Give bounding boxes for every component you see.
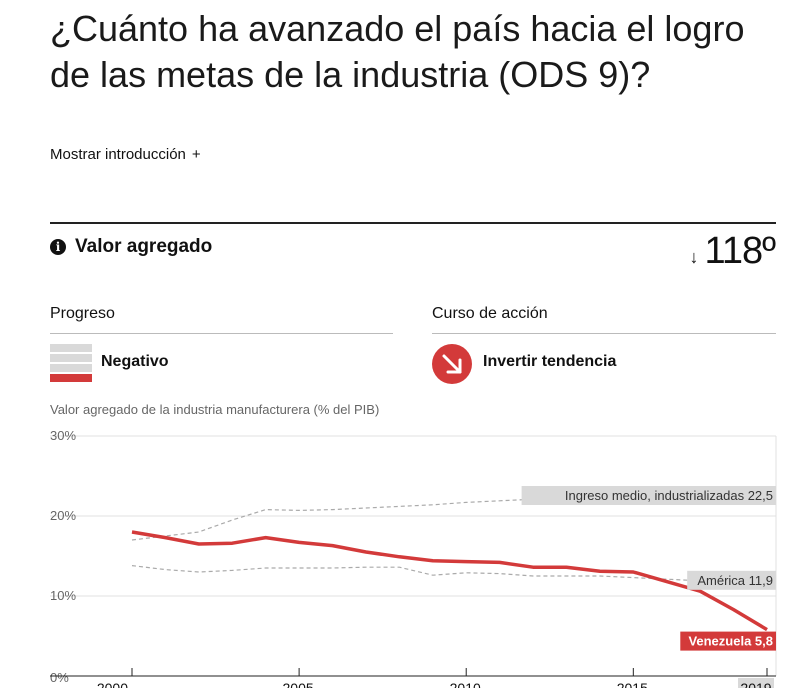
- rank-display: ↓ 118º: [689, 230, 776, 273]
- section-divider: [50, 222, 776, 224]
- show-introduction-toggle[interactable]: Mostrar introducción +: [50, 146, 201, 163]
- indicator-header: i Valor agregado: [50, 236, 212, 258]
- x-tick-highlight: [738, 678, 774, 688]
- series-end-label: América 11,9: [697, 573, 773, 588]
- action-label: Invertir tendencia: [483, 353, 617, 370]
- arrow-down-right-icon: [432, 344, 472, 384]
- plus-icon: +: [191, 146, 201, 163]
- toggle-label: Mostrar introducción: [50, 146, 186, 163]
- y-tick-label: 10%: [50, 588, 76, 603]
- series-label-bg: [680, 631, 776, 651]
- page-title: ¿Cuánto ha avanzado el país hacia el log…: [50, 8, 745, 95]
- chart-title: Valor agregado de la industria manufactu…: [50, 402, 380, 417]
- x-tick-label: 2000: [97, 680, 128, 688]
- series-line: [131, 530, 768, 632]
- progress-bars-icon: [50, 344, 92, 384]
- action-divider: [432, 333, 776, 334]
- progress-status: Negativo: [101, 353, 169, 370]
- rank-value: 118º: [704, 230, 776, 272]
- x-tick-label: 2005: [283, 680, 314, 688]
- x-tick-label: 2015: [617, 680, 648, 688]
- y-tick-label: 30%: [50, 428, 76, 443]
- info-icon[interactable]: i: [50, 239, 66, 255]
- line-chart: 30% 20% 10% 0% 2000 2005 2010 2015 2019 Ingreso m…: [50, 428, 777, 688]
- progress-divider: [50, 333, 393, 334]
- y-tick-label: 20%: [50, 508, 76, 523]
- x-tick-label: 2010: [450, 680, 481, 688]
- y-tick-label: 0%: [50, 670, 69, 685]
- action-heading: Curso de acción: [432, 305, 548, 322]
- series-line: [131, 565, 734, 582]
- series-label-bg: [521, 486, 776, 505]
- arrow-down-icon: ↓: [689, 247, 699, 267]
- series-label-bg: [687, 570, 776, 590]
- indicator-name: Valor agregado: [75, 236, 213, 257]
- progress-heading: Progreso: [50, 305, 115, 322]
- series-end-label: Ingreso medio, industrializadas 22,5: [565, 488, 773, 503]
- series-end-label: Venezuela 5,8: [688, 634, 773, 649]
- x-tick-label: 2019: [740, 680, 771, 688]
